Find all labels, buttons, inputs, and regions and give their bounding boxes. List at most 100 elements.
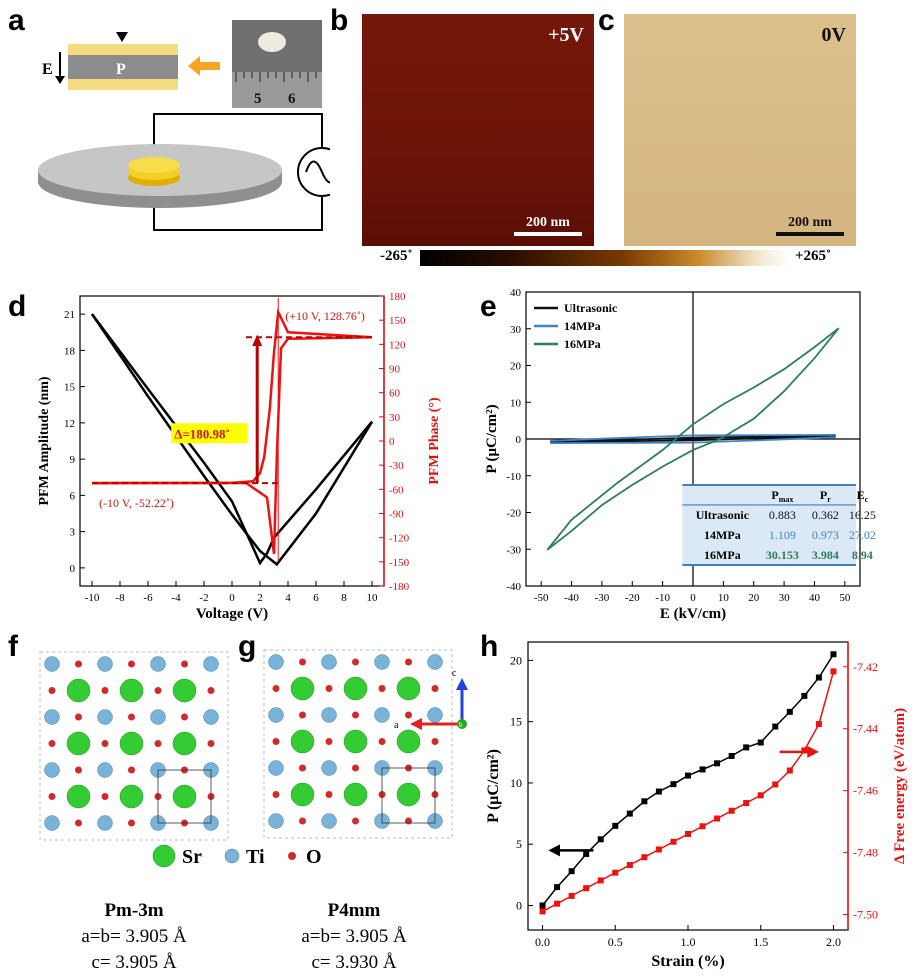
- ruler-tick-5: 5: [254, 91, 262, 107]
- o-atom: [101, 740, 109, 747]
- pr-point-5: [612, 822, 619, 829]
- yr-tick-label-h-2: -7.46: [853, 784, 878, 798]
- x-tick-label-d-1: -8: [115, 592, 125, 604]
- x-tick-label-h-4: 2.0: [826, 935, 841, 949]
- yr-tick-label-d-3: -90: [389, 509, 404, 521]
- o-atom: [352, 764, 359, 772]
- o-atom: [75, 766, 82, 774]
- cell-frame: [263, 649, 453, 839]
- sr-atom: [119, 678, 144, 703]
- o-atom: [378, 738, 386, 745]
- o-atom: [352, 658, 359, 666]
- table-row-name-2: 16MPa: [704, 548, 741, 562]
- pr-point-2: [568, 868, 575, 875]
- annotation-neg: (-10 V, -52.22˚): [99, 496, 174, 510]
- table-header-2: Pr: [820, 488, 831, 504]
- pr-point-15: [757, 739, 764, 746]
- ylabel-left-d: PFM Amplitude (nm): [37, 376, 52, 505]
- o-atom: [299, 817, 306, 825]
- loop-upper-mpa16: [546, 327, 840, 551]
- yl-tick-label-d-6: 18: [64, 345, 76, 357]
- ti-atom: [150, 656, 166, 672]
- o-atom: [75, 660, 82, 668]
- loop-lower-ultrasonic: [550, 435, 836, 444]
- yr-tick-label-d-2: -120: [389, 533, 410, 545]
- sr-atom: [343, 676, 368, 701]
- ti-atom: [427, 654, 443, 670]
- ti-atom: [97, 656, 113, 672]
- table-header-3: Ec: [857, 488, 869, 504]
- yl-tick-label-d-1: 3: [70, 527, 76, 539]
- crystal-f: [39, 651, 229, 841]
- x-tick-label-e-9: 40: [809, 592, 821, 604]
- x-tick-label-d-7: 4: [285, 592, 291, 604]
- energy-point-18: [801, 747, 808, 754]
- o-atom: [207, 740, 215, 747]
- energy-point-5: [612, 869, 619, 876]
- field-label: E: [42, 61, 53, 78]
- chart-e: -50 -40 -30 -20 -10 0 10 20 30 40 50 -40 -30 -20 -10 0 1…: [484, 287, 876, 622]
- x-tick-label-e-7: 20: [748, 592, 760, 604]
- axis-b-label: b: [459, 721, 463, 729]
- ti-atom: [374, 707, 390, 723]
- pr-point-8: [655, 788, 662, 795]
- o-atom: [181, 660, 188, 668]
- ti-atom: [268, 654, 284, 670]
- atom-legend: Sr Ti O: [152, 844, 322, 868]
- sr-atom: [119, 784, 144, 809]
- legend-text-e-2: 16MPa: [564, 337, 601, 351]
- ti-atom: [321, 760, 337, 776]
- o-atom: [75, 713, 82, 721]
- pr-point-19: [815, 674, 822, 681]
- pr-point-6: [626, 810, 633, 817]
- energy-point-2: [568, 892, 575, 899]
- o-atom: [405, 711, 412, 719]
- pr-point-16: [772, 723, 779, 730]
- o-atom: [405, 658, 412, 666]
- sr-atom: [290, 676, 315, 701]
- energy-point-12: [714, 815, 721, 822]
- yr-tick-label-d-11: 150: [389, 315, 406, 327]
- yl-tick-label-d-3: 9: [70, 454, 76, 466]
- sr-atom: [290, 729, 315, 754]
- pr-point-9: [670, 781, 677, 788]
- yr-tick-label-d-8: 60: [389, 388, 401, 400]
- x-tick-label-d-0: -10: [85, 592, 100, 604]
- x-tick-label-d-4: -2: [199, 592, 208, 604]
- panel-letter-a: a: [8, 4, 25, 37]
- x-tick-label-e-3: -20: [625, 592, 640, 604]
- yr-tick-label-d-9: 90: [389, 364, 401, 376]
- y-tick-label-e-0: -40: [506, 581, 521, 593]
- yl-tick-label-d-4: 12: [64, 418, 75, 430]
- ti-atom: [268, 760, 284, 776]
- energy-point-15: [757, 792, 764, 799]
- pr-point-14: [743, 744, 750, 751]
- x-tick-label-d-6: 2: [257, 592, 263, 604]
- energy-point-0: [539, 908, 546, 915]
- o-atom: [128, 713, 135, 721]
- yr-tick-label-h-0: -7.50: [853, 908, 878, 922]
- layer-label: P: [116, 61, 126, 78]
- x-tick-label-e-5: 0: [690, 592, 696, 604]
- energy-point-8: [655, 846, 662, 853]
- pr-point-1: [554, 884, 561, 891]
- table-cell-2-2: 8.94: [852, 548, 873, 562]
- energy-point-14: [743, 800, 750, 807]
- pr-point-10: [685, 772, 691, 779]
- x-tick-label-e-2: -30: [595, 592, 610, 604]
- energy-line: [542, 671, 835, 913]
- table-cell-0-1: 0.362: [812, 508, 839, 522]
- energy-point-7: [641, 854, 648, 861]
- yr-tick-label-d-7: 30: [389, 412, 401, 424]
- pr-point-11: [699, 766, 706, 773]
- ti-atom: [268, 813, 284, 829]
- axis-a-label: a: [394, 720, 399, 731]
- amplitude-branch-2: [90, 313, 374, 567]
- legend-text-e-1: 14MPa: [564, 319, 601, 333]
- structure-g-labels: P4mm a=b= 3.905 Å c= 3.930 Å: [258, 898, 450, 976]
- sr-atom: [172, 784, 197, 809]
- sr-atom: [396, 729, 421, 754]
- panel-letter-g: g: [238, 630, 257, 663]
- legend-sr: Sr: [182, 846, 202, 868]
- energy-point-13: [728, 807, 735, 814]
